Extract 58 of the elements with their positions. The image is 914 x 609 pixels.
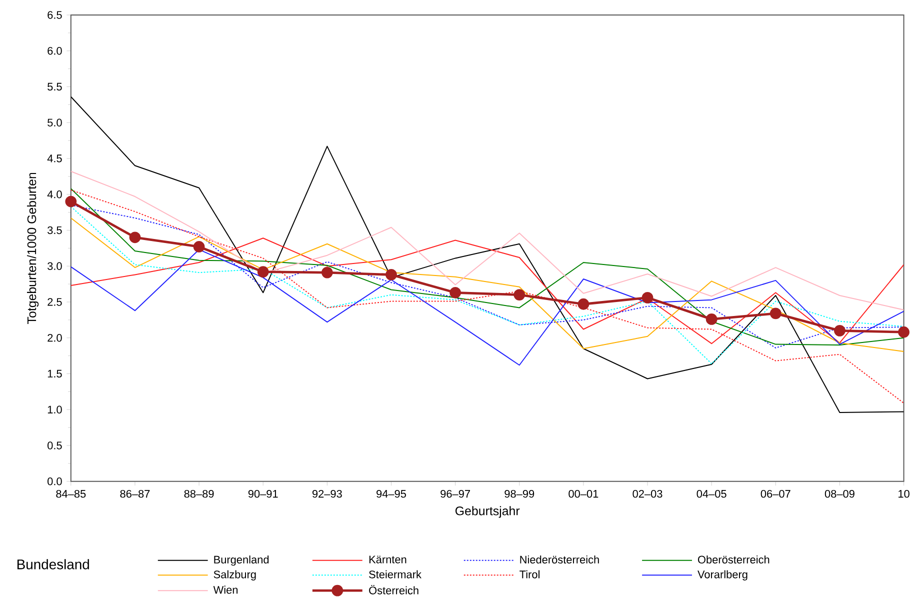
- line-series: [70, 189, 904, 404]
- point: [514, 289, 526, 300]
- legend-label: Oberösterreich: [698, 555, 770, 564]
- y-tick-label: 0.0: [48, 477, 62, 486]
- x-tick-label: 94–95: [376, 490, 406, 498]
- point: [578, 298, 590, 310]
- point: [642, 292, 654, 304]
- y-axis-title: Totgeburten/1000 Geburten: [27, 172, 39, 324]
- x-tick-label: 08–09: [824, 490, 854, 498]
- point: [257, 266, 269, 278]
- x-tick-label: 88–89: [184, 490, 214, 498]
- y-tick-label: 6.0: [48, 46, 62, 55]
- x-tick-label: 96–97: [440, 490, 470, 498]
- x-tick-label: 90–91: [248, 490, 278, 498]
- x-tick-label: 86–87: [120, 490, 150, 498]
- point: [898, 326, 910, 338]
- legend-label: Niederösterreich: [520, 555, 599, 564]
- point: [386, 268, 397, 280]
- x-tick-label: 98–99: [504, 490, 534, 498]
- point: [834, 324, 846, 336]
- legend-label: Burgenland: [214, 555, 269, 566]
- x-tick-label: 02–03: [632, 490, 662, 498]
- x-tick-label: 10: [898, 490, 910, 498]
- y-tick-label: 6.5: [48, 11, 62, 19]
- y-tick-label: 5.0: [48, 118, 62, 126]
- x-tick-label: 04–05: [696, 490, 726, 498]
- line-series: [70, 96, 904, 413]
- y-tick-label: 3.5: [48, 226, 62, 234]
- line-series: [70, 170, 904, 310]
- x-tick-label: 06–07: [760, 490, 790, 498]
- legend-label: Wien: [213, 586, 238, 594]
- x-tick-label: 00–01: [568, 490, 598, 498]
- y-tick-label: 5.5: [48, 82, 62, 90]
- x-tick-label: 92–93: [312, 490, 342, 498]
- y-tick-label: 2.0: [48, 334, 62, 342]
- y-tick-label: 4.5: [47, 154, 62, 162]
- y-tick-label: 4.0: [47, 190, 62, 198]
- point: [321, 266, 333, 278]
- y-tick-label: 3.0: [48, 262, 62, 270]
- y-tick-label: 0.5: [48, 442, 62, 450]
- legend-label: Salzburg: [214, 570, 256, 580]
- y-tick-label: 2.5: [48, 298, 62, 306]
- legend-label: Vorarlberg: [698, 570, 748, 580]
- legend-label: Kärnten: [369, 556, 406, 564]
- point: [770, 308, 782, 320]
- x-tick-label: 84–85: [56, 490, 86, 498]
- point: [193, 240, 205, 252]
- x-axis-title: Geburtsjahr: [455, 506, 520, 518]
- y-tick-label: 1.5: [48, 370, 62, 378]
- legend-title: Bundesland: [17, 559, 89, 570]
- y-tick-label: 1.0: [48, 406, 62, 414]
- point: [450, 286, 462, 298]
- point: [65, 196, 77, 208]
- legend-label: Steiermark: [369, 570, 422, 578]
- legend-label: Tirol: [520, 570, 540, 578]
- point: [129, 232, 141, 244]
- point: [706, 313, 718, 325]
- legend-label: Österreich: [369, 584, 418, 594]
